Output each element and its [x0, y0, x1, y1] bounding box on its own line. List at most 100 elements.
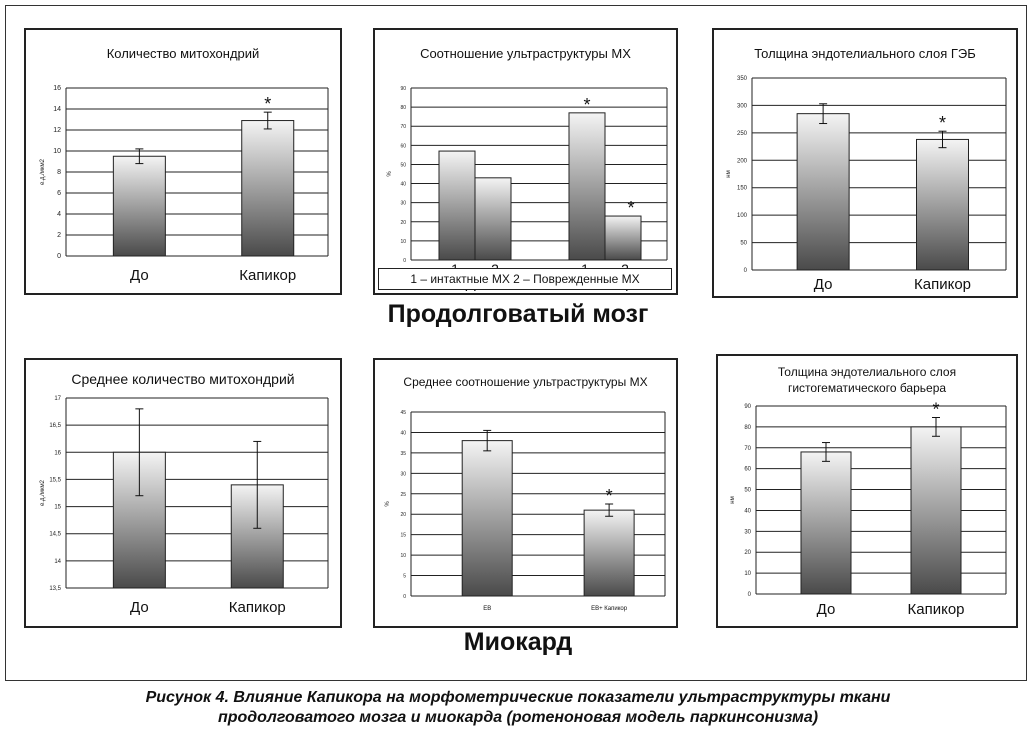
y-tick-label: 100 [737, 213, 748, 219]
chart-panel-mx-ratio: Соотношение ультраструктуры МХ 0 10 20 30 40 5… [373, 28, 678, 295]
x-category-label: До [817, 601, 836, 618]
bar [438, 150, 476, 261]
chart-endothelial-geb: Толщина эндотелиального слоя ГЭБ 0 50 100 15… [726, 46, 1007, 293]
significance-star: * [627, 198, 634, 218]
y-tick-label: 35 [400, 451, 406, 457]
y-tick-label: 10 [53, 148, 61, 155]
y-tick-label: 20 [400, 220, 406, 226]
chart-title: Количество митохондрий [107, 46, 260, 61]
y-tick-label: 25 [400, 492, 406, 498]
y-tick-label: 12 [53, 127, 61, 134]
y-tick-label: 15 [400, 533, 406, 539]
y-tick-label: 50 [400, 162, 406, 168]
x-category-label: Капикор [229, 599, 286, 616]
y-tick-label: 10 [400, 239, 406, 245]
y-tick-label: 40 [744, 508, 751, 514]
bar [583, 509, 635, 597]
bar [474, 177, 512, 261]
y-tick-label: 14 [53, 106, 61, 113]
chart-title: Толщина эндотелиального слоя ГЭБ [754, 46, 976, 61]
x-category-label: Капикор [908, 601, 965, 618]
significance-star: * [932, 399, 939, 419]
y-tick-label: 0 [403, 258, 406, 264]
outer-frame [5, 5, 1027, 681]
bar [241, 120, 295, 257]
y-axis-label: % [385, 501, 391, 507]
y-tick-label: 40 [400, 182, 406, 188]
x-category-label: До [130, 599, 149, 616]
y-tick-label: 2 [57, 232, 61, 239]
figure-caption-line1: Рисунок 4. Влияние Капикора на морфометр… [145, 689, 891, 706]
y-tick-label: 45 [400, 410, 406, 416]
y-tick-label: 250 [737, 131, 748, 137]
y-tick-label: 0 [403, 594, 406, 600]
chart-panel-endothelial-geb: Толщина эндотелиального слоя ГЭБ 0 50 100 15… [712, 28, 1018, 298]
y-tick-label: 0 [744, 268, 748, 274]
y-tick-label: 0 [57, 253, 61, 260]
y-tick-label: 14 [54, 559, 61, 565]
y-tick-label: 20 [400, 512, 406, 518]
significance-star: * [606, 486, 613, 506]
y-tick-label: 15,5 [49, 477, 61, 483]
chart-title: Среднее соотношение ультраструктуры МХ [403, 375, 647, 389]
y-tick-label: 80 [744, 425, 751, 431]
chart-panel-mito-count: Количество митохондрий 0 2 4 6 8 10 12 14 16 е.д./… [24, 28, 342, 295]
y-tick-label: 60 [400, 143, 406, 149]
significance-star: * [264, 94, 271, 114]
x-category-label: ЕВ [483, 606, 491, 612]
y-tick-label: 300 [737, 103, 748, 109]
y-tick-label: 8 [57, 169, 61, 176]
x-category-label: До [814, 276, 833, 293]
section-title-myocardium: Миокард [463, 628, 573, 656]
y-tick-label: 20 [744, 550, 751, 556]
bar [112, 155, 166, 257]
y-tick-label: 0 [748, 592, 752, 598]
y-tick-label: 30 [400, 201, 406, 207]
y-axis-label: нм [726, 170, 732, 177]
bar [461, 440, 513, 597]
chart-title: Среднее количество митохондрий [71, 371, 294, 387]
significance-star: * [939, 113, 946, 133]
x-category-label: Капикор [239, 267, 296, 284]
y-tick-label: 60 [744, 467, 751, 473]
bar [568, 112, 606, 261]
figure-caption-line2: продолговатого мозга и миокарда (ротенон… [217, 709, 819, 726]
y-tick-label: 50 [740, 241, 747, 247]
y-tick-label: 16,5 [49, 423, 61, 429]
y-tick-label: 13,5 [49, 586, 61, 592]
y-axis-label: нм [730, 496, 736, 503]
y-tick-label: 4 [57, 211, 61, 218]
x-category-label: Капикор [914, 276, 971, 293]
y-tick-label: 200 [737, 158, 748, 164]
y-tick-label: 16 [54, 450, 61, 456]
y-tick-label: 10 [400, 553, 406, 559]
bar [800, 451, 852, 595]
bar [916, 138, 969, 271]
y-tick-label: 17 [54, 396, 61, 402]
chart-mx-ratio: Соотношение ультраструктуры МХ 0 10 20 30 40 5… [387, 46, 668, 292]
chart-title: Толщина эндотелиального слоя [778, 365, 956, 379]
bar [910, 426, 962, 595]
y-tick-label: 5 [403, 574, 406, 580]
y-axis-label: % [387, 171, 393, 177]
y-tick-label: 80 [400, 105, 406, 111]
chart-mean-mx-ratio: Среднее соотношение ультраструктуры МХ 0 5… [385, 375, 666, 612]
y-axis-label: е.д./мкм2 [40, 158, 46, 185]
y-tick-label: 40 [400, 430, 406, 436]
chart-panel-mean-mx-ratio: Среднее соотношение ультраструктуры МХ 0 5… [373, 358, 678, 628]
bar [604, 215, 642, 261]
chart-title-line2: гистогематического барьера [788, 381, 946, 395]
y-tick-label: 14,5 [49, 532, 61, 538]
y-tick-label: 30 [400, 471, 406, 477]
y-tick-label: 30 [744, 529, 751, 535]
chart-panel-mean-mito-count: Среднее количество митохондрий 13,5 14 14,5… [24, 358, 342, 628]
chart-panel-endothelial-barrier: Толщина эндотелиального слоя гистогематич… [716, 354, 1018, 628]
chart-mito-count: Количество митохондрий 0 2 4 6 8 10 12 14 16 е.д./… [40, 46, 329, 284]
y-tick-label: 90 [744, 404, 751, 410]
y-tick-label: 16 [53, 85, 61, 92]
chart-title: Соотношение ультраструктуры МХ [420, 46, 631, 61]
y-tick-label: 350 [737, 76, 748, 82]
bar [796, 113, 850, 271]
section-title-medulla: Продолговатый мозг [387, 300, 649, 328]
